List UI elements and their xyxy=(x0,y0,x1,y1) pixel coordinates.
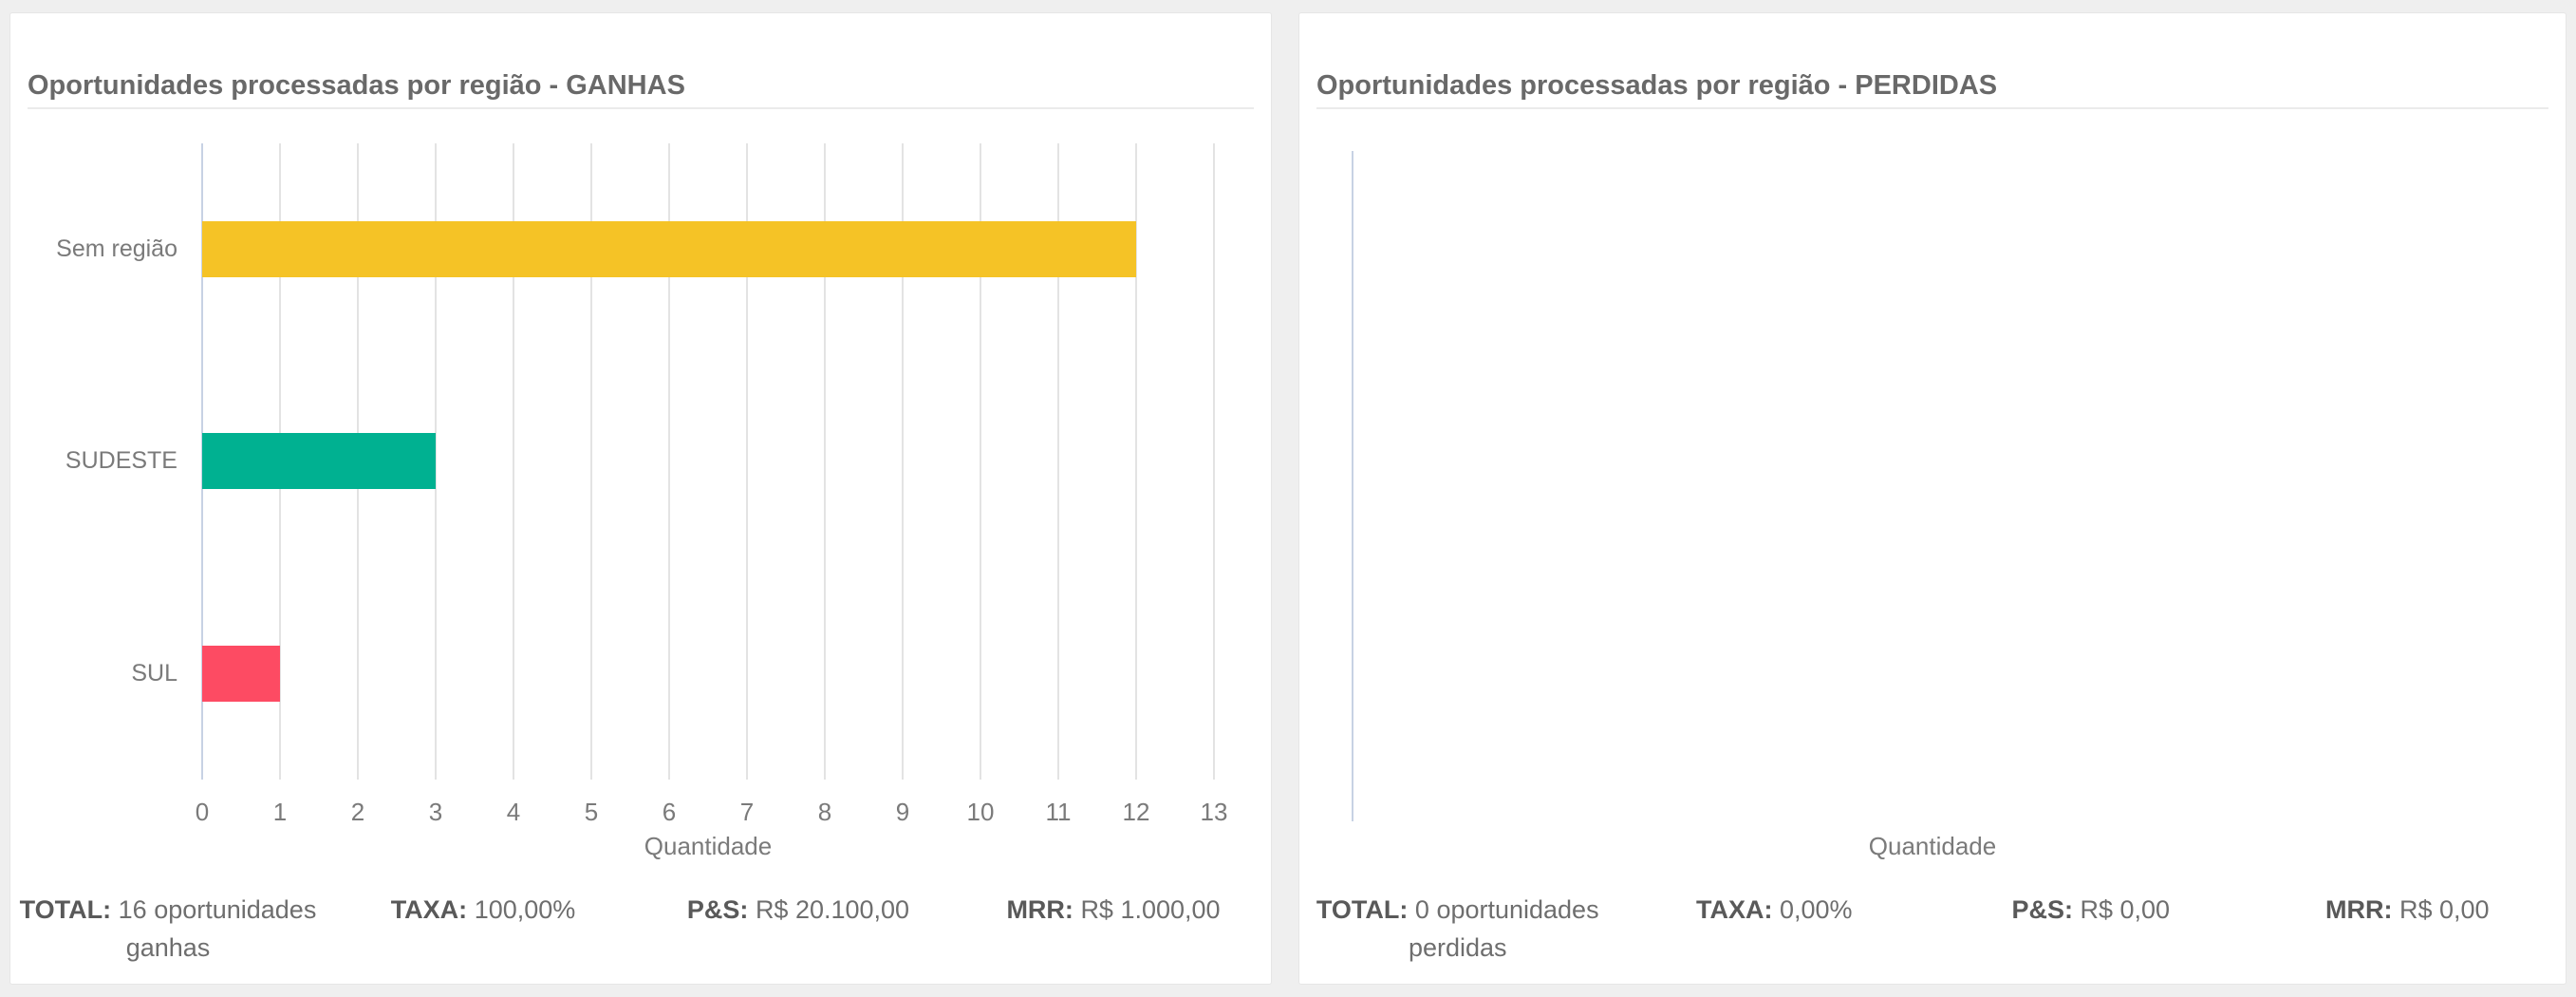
gridline xyxy=(980,143,981,780)
stat-taxa-label: TAXA: xyxy=(390,895,468,924)
stat-total: TOTAL: 0 oportunidades perdidas xyxy=(1299,891,1616,967)
perdidas-stats-row: TOTAL: 0 oportunidades perdidas TAXA: 0,… xyxy=(1299,891,2566,967)
x-tick-label: 2 xyxy=(350,798,365,826)
stat-ps-value: R$ 20.100,00 xyxy=(755,895,910,924)
category-label: SUDESTE xyxy=(65,447,177,475)
bar-row xyxy=(202,143,1214,355)
gridline xyxy=(590,143,592,780)
stat-ps: P&S: R$ 0,00 xyxy=(1932,891,2249,967)
gridline xyxy=(824,143,826,780)
x-tick-label: 1 xyxy=(272,798,288,826)
gridline xyxy=(668,143,670,780)
x-tick-label: 4 xyxy=(506,798,521,826)
perdidas-plot xyxy=(1299,13,2566,984)
x-tick-label: 7 xyxy=(739,798,755,826)
stat-mrr-value: R$ 1.000,00 xyxy=(1080,895,1221,924)
bar-row xyxy=(202,355,1214,567)
stat-total-label: TOTAL: xyxy=(19,895,112,924)
stat-taxa-value: 100,00% xyxy=(474,895,576,924)
bar-row xyxy=(202,568,1214,780)
stat-mrr-label: MRR: xyxy=(1006,895,1073,924)
ganhas-stats-row: TOTAL: 16 oportunidades ganhas TAXA: 100… xyxy=(10,891,1271,967)
panel-ganhas: Oportunidades processadas por região - G… xyxy=(9,12,1272,985)
gridline xyxy=(435,143,437,780)
stat-taxa-value: 0,00% xyxy=(1779,895,1853,924)
stat-ps-value: R$ 0,00 xyxy=(2080,895,2171,924)
bar-sem-região[interactable] xyxy=(202,221,1136,278)
x-tick-label: 6 xyxy=(662,798,677,826)
stat-mrr: MRR: R$ 0,00 xyxy=(2249,891,2567,967)
x-tick-label: 13 xyxy=(1200,798,1228,826)
x-tick-label: 10 xyxy=(966,798,995,826)
stat-taxa-label: TAXA: xyxy=(1695,895,1773,924)
x-tick-label: 11 xyxy=(1045,798,1072,826)
gridline xyxy=(902,143,904,780)
title-divider xyxy=(28,107,1254,109)
gridline xyxy=(1057,143,1059,780)
category-label: SUL xyxy=(131,659,177,687)
stat-total-value: 0 oportunidades perdidas xyxy=(1408,895,1599,962)
gridline xyxy=(1135,143,1137,780)
stat-mrr-value: R$ 0,00 xyxy=(2399,895,2490,924)
panel-perdidas: Oportunidades processadas por região - P… xyxy=(1298,12,2567,985)
x-tick-label: 12 xyxy=(1122,798,1150,826)
ganhas-plot xyxy=(201,143,1215,780)
y-axis-line xyxy=(1352,151,1353,821)
stat-ps-label: P&S: xyxy=(686,895,749,924)
ganhas-category-labels: Sem região SUDESTE SUL xyxy=(10,143,177,780)
ganhas-xticks: 0 1 2 3 4 5 6 7 8 9 10 11 12 13 xyxy=(196,798,1228,830)
perdidas-x-axis-title: Quantidade xyxy=(1868,832,1997,860)
x-tick-label: 9 xyxy=(895,798,910,826)
x-tick-label: 0 xyxy=(195,798,210,826)
stat-total-label: TOTAL: xyxy=(1316,895,1409,924)
title-divider xyxy=(1316,107,2548,109)
stat-mrr: MRR: R$ 1.000,00 xyxy=(956,891,1271,967)
stat-taxa: TAXA: 0,00% xyxy=(1616,891,1933,967)
bar-sudeste[interactable] xyxy=(202,433,436,490)
category-label: Sem região xyxy=(56,235,177,263)
stat-ps-label: P&S: xyxy=(2011,895,2073,924)
stat-mrr-label: MRR: xyxy=(2324,895,2393,924)
stat-total: TOTAL: 16 oportunidades ganhas xyxy=(10,891,326,967)
x-tick-label: 5 xyxy=(584,798,599,826)
stat-total-text: TOTAL: 16 oportunidades ganhas xyxy=(10,891,326,967)
ganhas-x-axis-title: Quantidade xyxy=(644,832,773,860)
stat-total-value: 16 oportunidades ganhas xyxy=(118,895,317,962)
panel-perdidas-title: Oportunidades processadas por região - P… xyxy=(1316,70,1998,102)
panel-ganhas-title: Oportunidades processadas por região - G… xyxy=(28,70,685,102)
stat-total-text: TOTAL: 0 oportunidades perdidas xyxy=(1299,891,1616,967)
gridline xyxy=(746,143,748,780)
stat-ps: P&S: R$ 20.100,00 xyxy=(641,891,956,967)
gridline xyxy=(513,143,514,780)
x-tick-label: 3 xyxy=(428,798,443,826)
x-tick-label: 8 xyxy=(817,798,832,826)
bar-sul[interactable] xyxy=(202,645,280,702)
gridline xyxy=(1213,143,1215,780)
stat-taxa: TAXA: 100,00% xyxy=(326,891,641,967)
